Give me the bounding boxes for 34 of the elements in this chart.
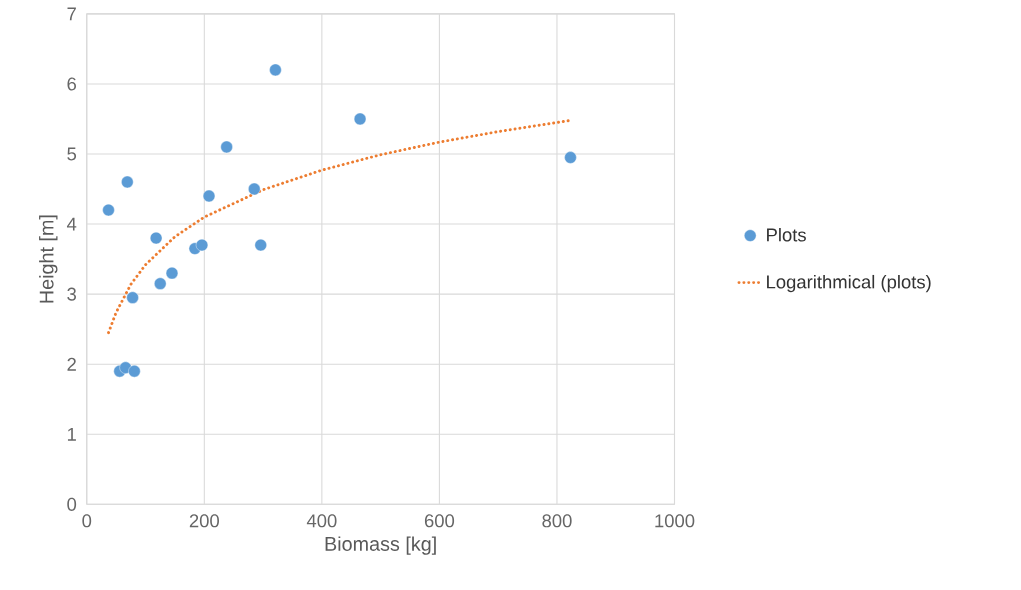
y-tick-label: 5 [67, 147, 77, 161]
line-series [107, 119, 572, 335]
y-tick-label: 3 [67, 287, 77, 301]
x-tick-label: 200 [189, 514, 219, 528]
x-tick-label: 800 [542, 514, 572, 528]
point [220, 141, 233, 154]
y-tick-label: 6 [67, 77, 77, 91]
point [149, 232, 163, 245]
point [248, 183, 261, 196]
x-axis-title: Biomass [kg] [325, 536, 436, 555]
y-axis-title: Height [m] [39, 215, 58, 303]
legend-label: Logarithmical (plots) [767, 275, 931, 293]
point [165, 267, 179, 280]
x-tick-label: 600 [424, 514, 455, 528]
point [564, 151, 577, 164]
point [126, 291, 139, 304]
point [128, 365, 141, 378]
legend-label: Plots [767, 228, 806, 242]
y-tick-label: 7 [67, 7, 76, 21]
point [195, 239, 209, 252]
point [269, 63, 282, 77]
point [254, 239, 267, 252]
y-tick-label: 1 [67, 428, 76, 441]
point [121, 176, 134, 189]
point [353, 113, 367, 126]
point [154, 277, 167, 290]
y-tick-label: 2 [67, 357, 76, 371]
x-tick-label: 0 [82, 514, 92, 528]
y-tick-label: 4 [66, 217, 77, 231]
x-tick-label: 1000 [655, 514, 695, 528]
y-tick-label: 0 [67, 497, 77, 512]
point [202, 190, 216, 203]
point [102, 204, 115, 217]
x-tick-label: 400 [306, 514, 337, 528]
